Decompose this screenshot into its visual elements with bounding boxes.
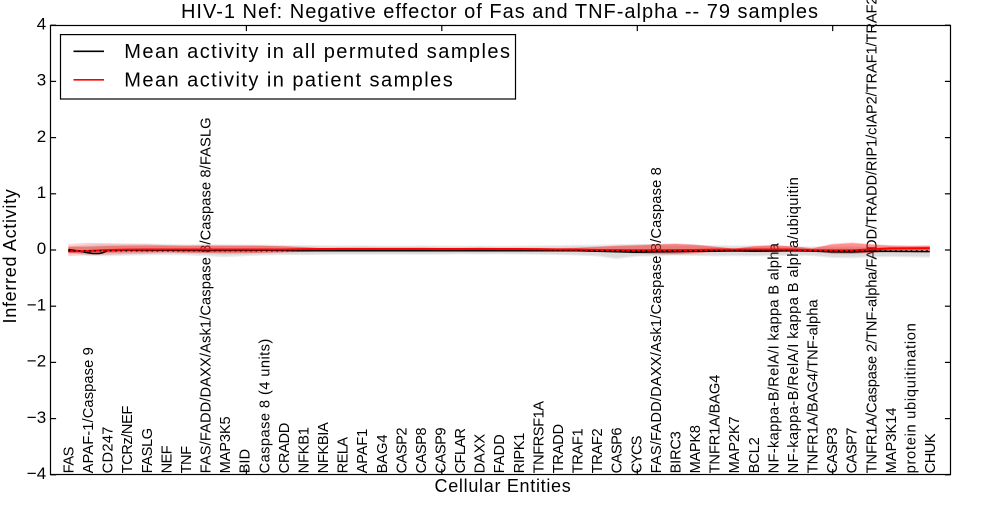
svg-text:Inferred Activity: Inferred Activity <box>0 189 20 324</box>
svg-text:MAP2K7: MAP2K7 <box>727 417 743 474</box>
svg-text:CASP2: CASP2 <box>394 428 410 474</box>
svg-text:FAS/FADD/DAXX/Ask1/Caspase 8/C: FAS/FADD/DAXX/Ask1/Caspase 8/Caspase 8/F… <box>199 117 215 473</box>
svg-text:CASP7: CASP7 <box>845 428 861 474</box>
svg-text:TRAF2: TRAF2 <box>590 429 606 474</box>
svg-text:1: 1 <box>37 183 46 202</box>
svg-text:0: 0 <box>37 239 46 258</box>
svg-text:3: 3 <box>37 71 46 90</box>
svg-text:MAPK8: MAPK8 <box>688 425 704 473</box>
svg-text:NFKB1: NFKB1 <box>297 427 313 473</box>
svg-text:Mean activity in patient sampl: Mean activity in patient samples <box>124 69 454 91</box>
svg-text:CFLAR: CFLAR <box>453 429 469 474</box>
svg-text:Caspase 8 (4 units): Caspase 8 (4 units) <box>257 338 273 473</box>
svg-text:TCRz/NEF: TCRz/NEF <box>120 406 136 474</box>
svg-text:FASLG: FASLG <box>140 428 156 473</box>
svg-text:RIPK1: RIPK1 <box>512 433 528 474</box>
svg-text:FAS: FAS <box>62 446 78 473</box>
svg-text:MAP3K5: MAP3K5 <box>218 417 234 474</box>
svg-text:MAP3K14: MAP3K14 <box>884 408 900 474</box>
svg-text:4: 4 <box>37 14 46 33</box>
svg-text:DAXX: DAXX <box>473 434 489 474</box>
svg-text:−3: −3 <box>27 408 46 427</box>
svg-text:−1: −1 <box>27 295 46 314</box>
svg-text:TNFR1A/BAG4: TNFR1A/BAG4 <box>708 375 724 474</box>
svg-text:2: 2 <box>37 127 46 146</box>
svg-text:NEF: NEF <box>159 445 175 473</box>
svg-text:TNFR1A/BAG4/TNF-alpha: TNFR1A/BAG4/TNF-alpha <box>806 299 822 474</box>
svg-text:BIRC3: BIRC3 <box>669 431 685 473</box>
svg-text:CD247: CD247 <box>101 426 117 473</box>
svg-text:CHUK: CHUK <box>923 433 939 473</box>
svg-text:APAF1: APAF1 <box>355 429 371 473</box>
svg-text:TRADD: TRADD <box>551 424 567 473</box>
svg-text:BCL2: BCL2 <box>747 437 763 473</box>
svg-text:APAF-1/Caspase 9: APAF-1/Caspase 9 <box>81 347 97 473</box>
svg-text:FAS/FADD/DAXX/Ask1/Caspase 8/C: FAS/FADD/DAXX/Ask1/Caspase 8/Caspase 8 <box>649 167 665 473</box>
svg-text:CASP9: CASP9 <box>434 428 450 474</box>
svg-text:RELA: RELA <box>336 437 352 474</box>
svg-text:CYCS: CYCS <box>629 435 645 473</box>
svg-text:BAG4: BAG4 <box>375 435 391 474</box>
svg-text:NF-kappa-B/RelA/I kappa B alph: NF-kappa-B/RelA/I kappa B alpha/ubiquiti… <box>786 177 802 474</box>
svg-text:protein ubiquitination: protein ubiquitination <box>903 322 919 473</box>
svg-text:NF-kappa-B/RelA/I kappa B alph: NF-kappa-B/RelA/I kappa B alpha <box>766 242 782 473</box>
svg-text:HIV-1 Nef: Negative effector o: HIV-1 Nef: Negative effector of Fas and … <box>181 1 819 23</box>
svg-text:FADD: FADD <box>492 434 508 473</box>
svg-text:NFKBIA: NFKBIA <box>316 422 332 473</box>
svg-text:TNF: TNF <box>179 446 195 474</box>
svg-text:TNFR1A/Caspase 2/TNF-alpha/FAD: TNFR1A/Caspase 2/TNF-alpha/FADD/TRADD/RI… <box>864 0 880 473</box>
svg-text:TRAF1: TRAF1 <box>571 429 587 474</box>
svg-text:CASP8: CASP8 <box>414 428 430 474</box>
svg-text:CRADD: CRADD <box>277 423 293 473</box>
svg-text:−4: −4 <box>27 464 46 483</box>
svg-text:BID: BID <box>238 449 254 473</box>
svg-text:Cellular Entities: Cellular Entities <box>435 476 572 496</box>
svg-text:TNFRSF1A: TNFRSF1A <box>531 401 547 474</box>
svg-text:−2: −2 <box>27 352 46 371</box>
svg-text:CASP6: CASP6 <box>610 428 626 474</box>
svg-text:Mean activity in all permuted: Mean activity in all permuted samples <box>124 41 511 63</box>
svg-text:CASP3: CASP3 <box>825 428 841 474</box>
